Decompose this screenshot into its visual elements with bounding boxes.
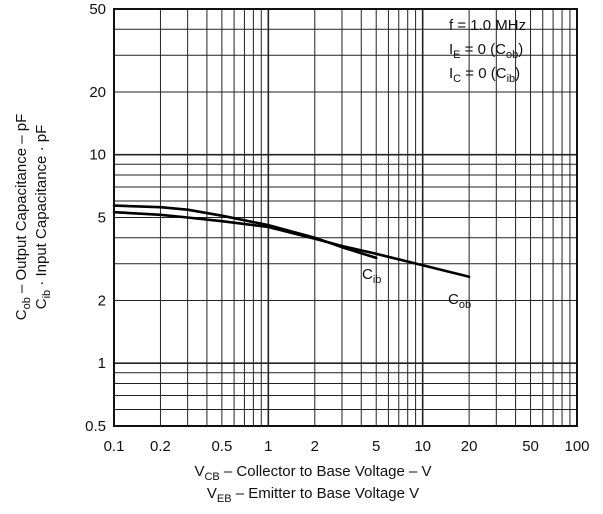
y-tick-label: 5	[98, 210, 106, 227]
x-tick-label: 50	[522, 438, 539, 455]
legend-line: IC = 0 (Cib)	[449, 65, 520, 85]
series-label-cib: Cib	[362, 266, 381, 286]
x-axis-title-line: VCB – Collector to Base Voltage – V	[194, 463, 431, 483]
series-line-cob	[112, 210, 471, 279]
x-tick-label: 20	[461, 438, 478, 455]
x-tick-label: 0.2	[150, 438, 171, 455]
conditions-legend: f = 1.0 MHz IE = 0 (Cob) IC = 0 (Cib)	[449, 17, 526, 85]
grid-lines	[114, 9, 577, 426]
y-tick-label: 2	[98, 292, 106, 309]
y-axis-title-text: Cob – Output Capacitance – pF	[13, 114, 33, 321]
y-tick-label: 50	[89, 1, 106, 18]
y-tick-label: 0.5	[85, 418, 106, 435]
plot-frame	[113, 8, 578, 427]
y-axis-title-line: Cib · Input Capacitance · pF	[33, 125, 53, 310]
y-tick-label: 10	[89, 147, 106, 164]
legend-line: IE = 0 (Cob)	[449, 41, 523, 61]
y-tick-label: 20	[89, 84, 106, 101]
y-axis-title-text: Cib · Input Capacitance · pF	[33, 125, 53, 310]
y-axis-title-line: Cob – Output Capacitance – pF	[13, 114, 33, 321]
x-tick-label: 5	[372, 438, 380, 455]
x-tick-label: 2	[311, 438, 319, 455]
x-tick-label: 100	[564, 438, 589, 455]
series-line-cib	[112, 204, 378, 260]
x-tick-label: 1	[264, 438, 272, 455]
x-axis-title-line: VEB – Emitter to Base Voltage V	[207, 485, 419, 505]
x-tick-label: 0.5	[211, 438, 232, 455]
x-tick-label: 10	[414, 438, 431, 455]
y-tick-label: 1	[98, 355, 106, 372]
x-tick-labels: 0.1 0.2 0.5 1 2 5 10 20 50 100	[104, 438, 590, 455]
series-label-cob: Cob	[448, 291, 471, 311]
y-tick-labels: 0.5 1 2 5 10 20 50	[85, 1, 106, 435]
series-labels: Cob Cib	[362, 266, 471, 311]
x-tick-label: 0.1	[104, 438, 125, 455]
series-group	[112, 204, 471, 279]
legend-line: f = 1.0 MHz	[449, 17, 526, 34]
